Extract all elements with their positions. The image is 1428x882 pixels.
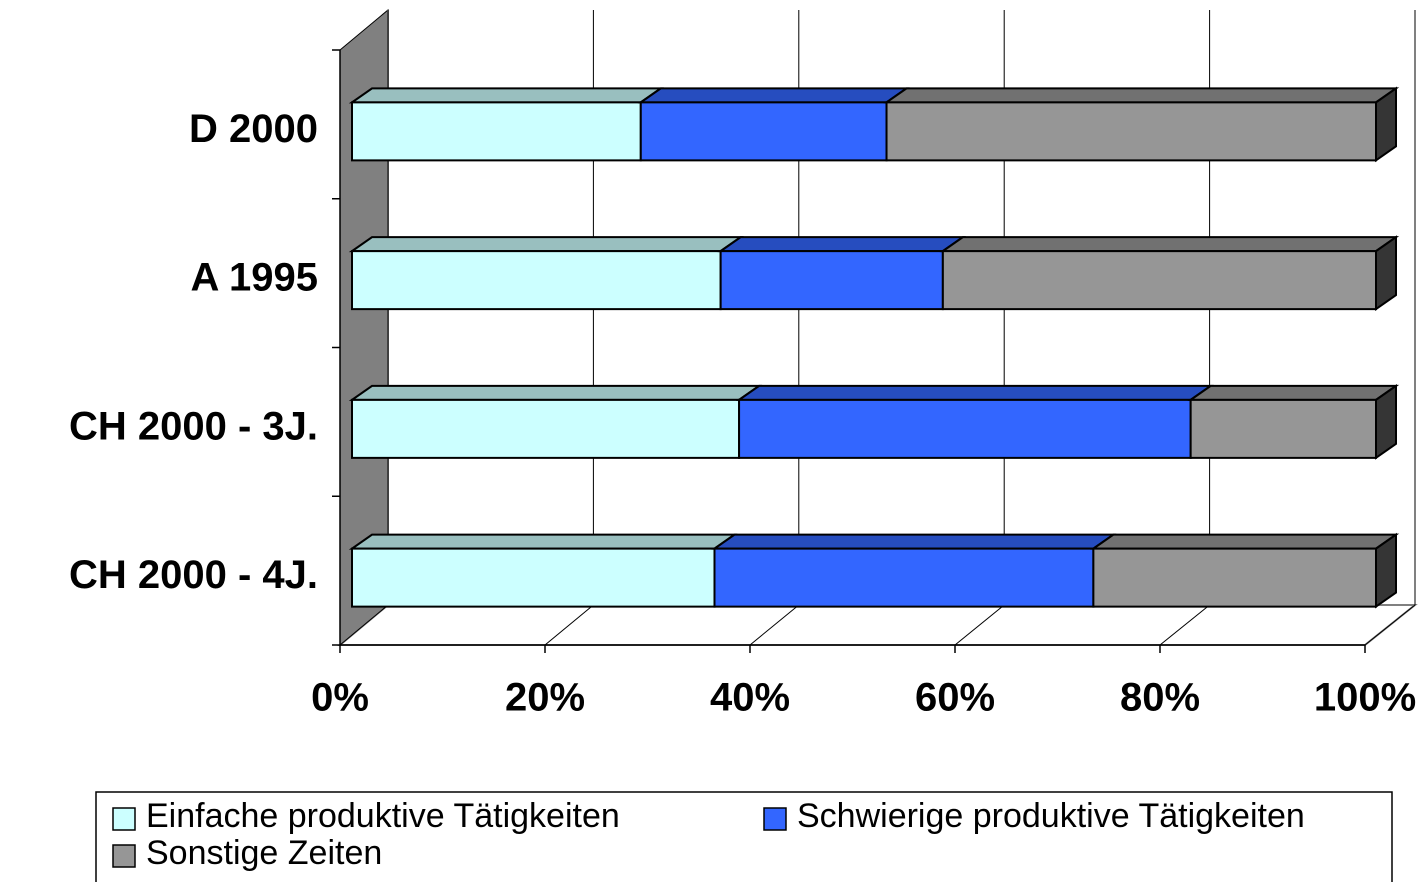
legend-swatch	[112, 807, 136, 831]
bar-top	[1187, 384, 1400, 401]
bar-top	[637, 87, 910, 104]
bar	[351, 398, 741, 459]
floor-line	[1364, 604, 1416, 646]
bar	[351, 101, 642, 162]
floor-line	[749, 604, 800, 646]
bar-side	[1375, 235, 1397, 312]
legend-label: Schwierige produktive Tätigkeiten	[797, 797, 1305, 835]
bar-top	[1090, 533, 1400, 550]
x-tick-label: 80%	[1120, 676, 1200, 720]
bar	[713, 547, 1095, 608]
y-tick-label: A 1995	[191, 256, 319, 300]
floor-line	[544, 604, 594, 646]
bar	[351, 547, 716, 608]
x-tick-label: 40%	[710, 676, 790, 720]
floor	[337, 604, 1418, 646]
y-tick-label: CH 2000 - 3J.	[69, 404, 318, 448]
legend-swatch	[112, 844, 136, 868]
x-tick-label: 60%	[915, 676, 995, 720]
y-tick-label: CH 2000 - 4J.	[69, 553, 318, 597]
bar-top	[711, 533, 1117, 550]
bar	[1189, 398, 1377, 459]
x-tick-label: 20%	[505, 676, 585, 720]
floor-line	[954, 604, 1005, 646]
legend	[95, 791, 1393, 882]
x-tick-label: 100%	[1314, 676, 1416, 720]
bar-side	[1375, 383, 1397, 460]
bar-top	[348, 236, 744, 253]
legend-label: Einfache produktive Tätigkeiten	[146, 797, 620, 835]
bar-side	[1375, 532, 1397, 609]
y-tick-label: D 2000	[189, 107, 318, 151]
bar	[941, 250, 1378, 311]
bar-top	[883, 87, 1400, 104]
bar-top	[348, 533, 738, 550]
legend-swatch	[763, 807, 787, 831]
bar	[351, 250, 722, 311]
floor-line	[339, 604, 389, 646]
bar-top	[939, 236, 1400, 253]
bar-top	[735, 384, 1214, 401]
bar-top	[348, 87, 664, 104]
bar	[738, 398, 1192, 459]
bar-top	[717, 236, 967, 253]
bar-top	[348, 384, 763, 401]
bar-side	[1375, 86, 1397, 163]
bar	[1092, 547, 1377, 608]
bar	[885, 101, 1377, 162]
bar	[719, 250, 944, 311]
legend-label: Sonstige Zeiten	[146, 834, 382, 872]
x-tick-label: 0%	[311, 676, 369, 720]
floor-line	[1159, 604, 1210, 646]
bar	[639, 101, 888, 162]
